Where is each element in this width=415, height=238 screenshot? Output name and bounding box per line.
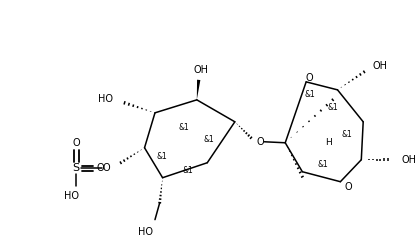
Text: &1: &1 xyxy=(327,103,338,112)
Text: HO: HO xyxy=(64,191,79,201)
Text: &1: &1 xyxy=(318,160,329,169)
Text: HO: HO xyxy=(98,94,113,104)
Text: &1: &1 xyxy=(178,123,189,132)
Text: S: S xyxy=(73,163,80,173)
Text: H: H xyxy=(326,138,332,147)
Text: OH: OH xyxy=(193,65,208,75)
Text: HO: HO xyxy=(138,227,153,237)
Text: &1: &1 xyxy=(183,166,194,175)
Polygon shape xyxy=(197,80,200,100)
Text: OH: OH xyxy=(373,61,388,71)
Text: &1: &1 xyxy=(342,130,352,139)
Text: O: O xyxy=(72,138,80,148)
Text: &1: &1 xyxy=(305,90,315,99)
Text: O: O xyxy=(103,163,110,173)
Text: O: O xyxy=(344,182,352,192)
Text: &1: &1 xyxy=(204,135,215,144)
Text: O: O xyxy=(257,137,264,147)
Text: O: O xyxy=(305,73,313,83)
Text: O: O xyxy=(97,163,105,173)
Text: OH: OH xyxy=(401,155,415,165)
Text: &1: &1 xyxy=(156,152,167,161)
